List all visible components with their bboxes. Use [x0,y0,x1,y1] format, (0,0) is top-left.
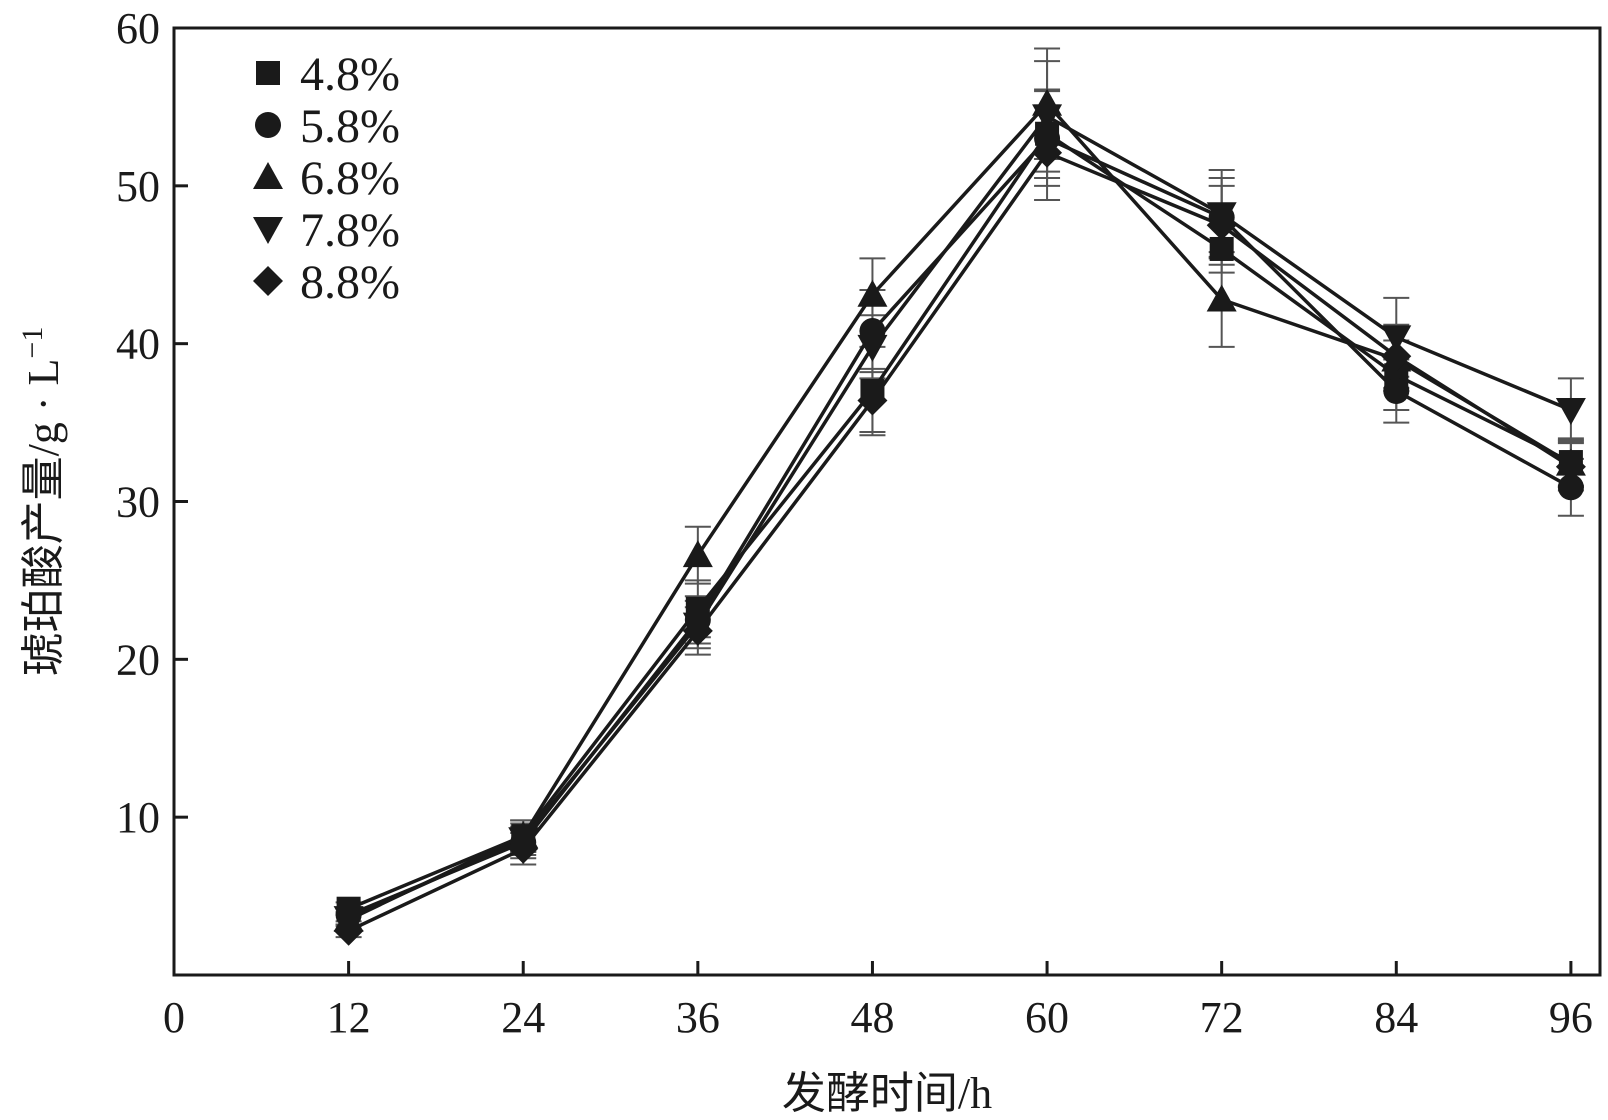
series-markers-3 [333,104,1586,934]
legend-marker [255,112,281,138]
y-axis-title-superscript: −1 [16,327,49,359]
legend-marker [253,266,283,296]
y-tick-label: 50 [116,162,160,211]
x-tick-label: 48 [850,993,894,1042]
series-markers-2 [333,88,1586,932]
data-point [1032,104,1063,132]
data-point [1381,341,1412,372]
data-point [1381,325,1412,353]
y-tick-label: 30 [116,478,160,527]
legend-item: 4.8% [256,48,400,101]
y-tick-label: 40 [116,320,160,369]
data-point [857,279,888,307]
plot-layer [333,47,1586,946]
error-bars-series-2 [335,47,1584,928]
data-point [1209,236,1234,261]
data-point [857,334,888,362]
x-tick-label: 72 [1200,993,1244,1042]
x-axis-title: 发酵时间/h [782,1069,992,1118]
legend-marker [256,61,280,85]
series-line-3 [347,114,1572,920]
series-markers-4 [333,137,1586,946]
series-markers-0 [336,121,1583,921]
axes: 0 12 24 36 48 60 72 84 96 10 20 30 40 50 60 [116,4,1593,1042]
legend-item: 8.8% [253,256,400,309]
y-tick-label: 20 [116,635,160,684]
legend: 4.8%5.8%6.8%7.8%8.8% [253,48,400,309]
series-line-1 [347,136,1572,917]
series-line-4 [347,150,1572,933]
data-point [1383,378,1410,405]
data-point [1032,137,1063,168]
error-bars-series-0 [335,88,1584,917]
series-markers-1 [335,125,1584,929]
legend-item: 7.8% [253,204,400,257]
x-tick-label: 36 [676,993,720,1042]
data-point [682,540,713,568]
legend-marker [253,217,283,244]
data-point [1555,451,1586,482]
data-point [1206,284,1237,312]
x-tick-label: 0 [163,993,185,1042]
x-tick-label: 12 [327,993,371,1042]
x-tick-label: 96 [1549,993,1593,1042]
y-axis-title-main: 琥珀酸产量/g · L [19,359,68,677]
data-point [682,615,713,646]
legend-item: 5.8% [255,100,400,153]
data-point [1557,474,1584,501]
error-bars-series-1 [335,90,1584,923]
legend-label: 4.8% [300,48,400,101]
series-line-0 [347,131,1572,911]
y-axis-title: 琥珀酸产量/g · L−1 [16,327,69,677]
x-tick-label: 24 [501,993,545,1042]
data-point [1555,397,1586,425]
legend-label: 5.8% [300,100,400,153]
legend-item: 6.8% [253,152,400,205]
error-bars-series-3 [335,60,1584,926]
x-tick-label: 84 [1374,993,1418,1042]
y-tick-label: 60 [116,4,160,53]
x-tick-label: 60 [1025,993,1069,1042]
data-point [508,833,539,864]
series-line-2 [347,102,1572,922]
data-point [1206,210,1237,241]
legend-marker [253,162,283,189]
data-point [857,385,888,416]
legend-label: 6.8% [300,152,400,205]
legend-label: 7.8% [300,204,400,257]
data-point [333,915,364,946]
y-tick-label: 10 [116,793,160,842]
legend-label: 8.8% [300,256,400,309]
